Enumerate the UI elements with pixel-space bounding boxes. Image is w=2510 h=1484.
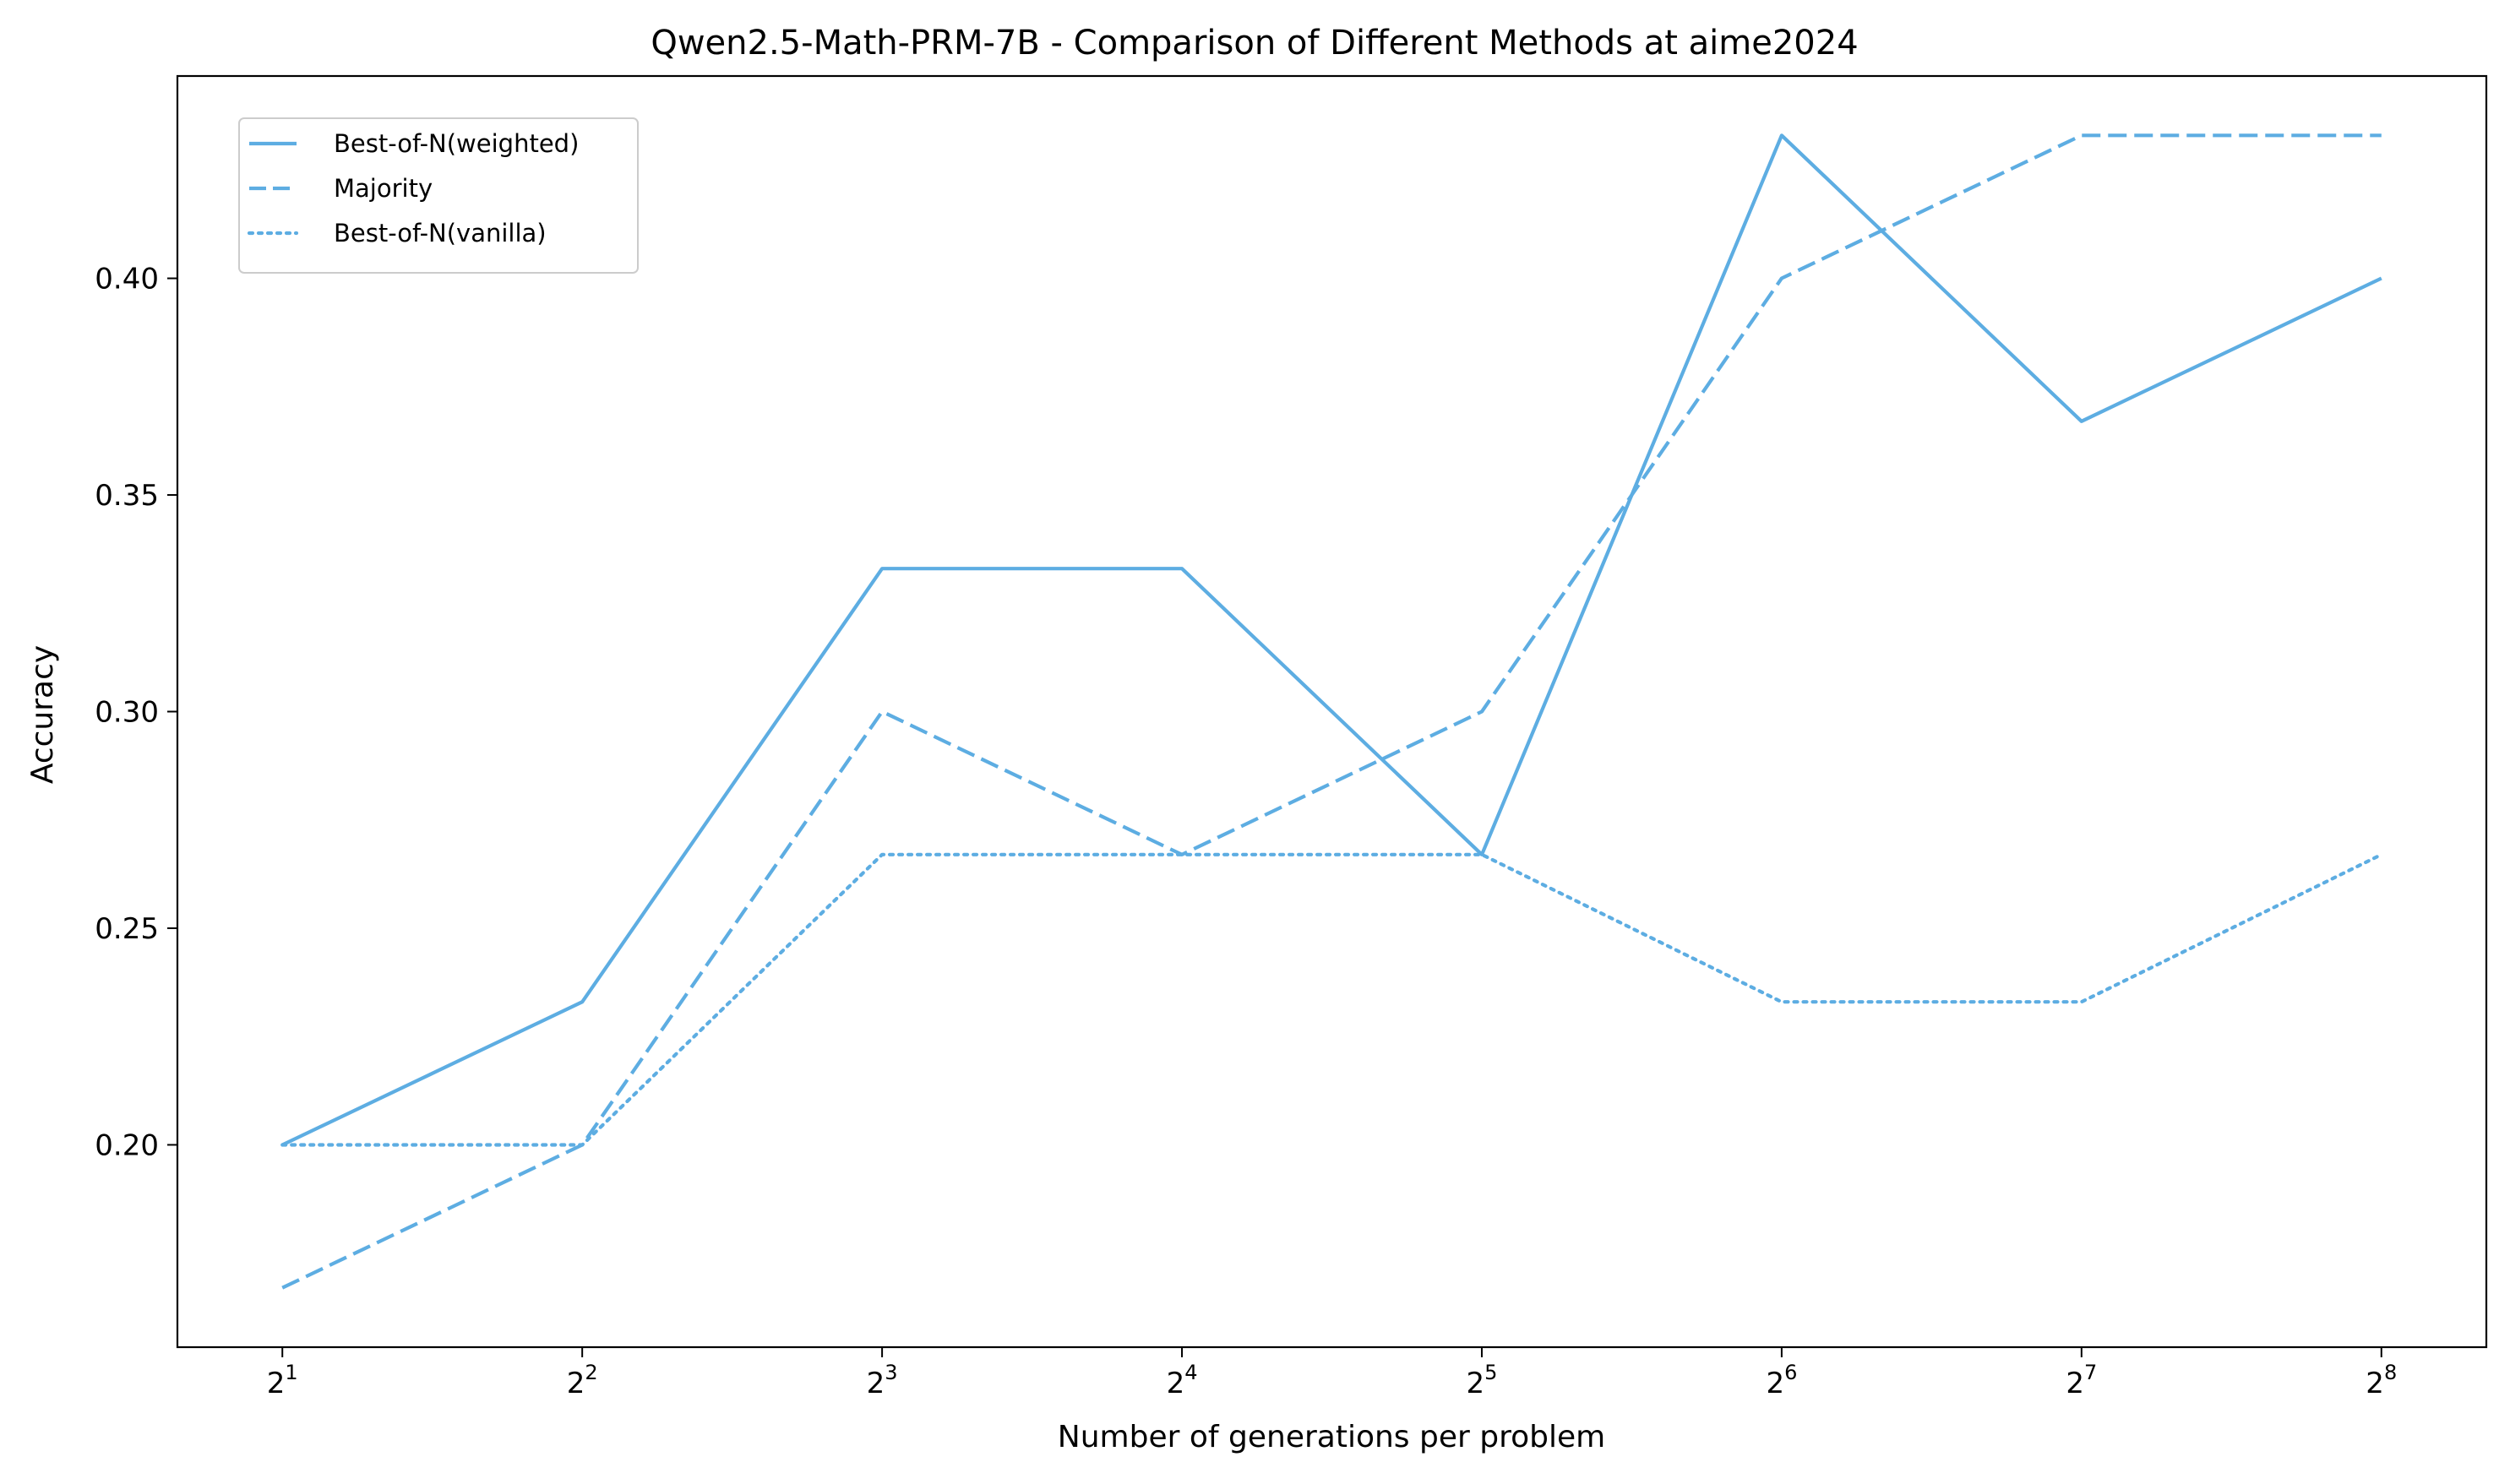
y-tick-label: 0.35 <box>95 479 159 513</box>
y-axis-label: Accuracy <box>25 645 60 784</box>
x-tick-label: 28 <box>2366 1361 2397 1400</box>
plot-area: 21 22 23 24 25 26 27 28 0.20 0.25 0.30 0.35 0.40 Best… <box>95 74 2488 1400</box>
x-tick-label: 21 <box>267 1361 298 1400</box>
x-tick-label: 25 <box>1467 1361 1498 1400</box>
x-tick-label: 27 <box>2066 1361 2097 1400</box>
series-line-1 <box>281 133 2382 1147</box>
y-tick-label: 0.20 <box>95 1128 159 1162</box>
legend-label-3: Best-of-N(vanilla) <box>334 219 547 247</box>
x-tick-label: 22 <box>567 1361 598 1400</box>
chart-title: Qwen2.5-Math-PRM-7B - Comparison of Diff… <box>651 24 1858 63</box>
x-tick-label: 23 <box>867 1361 898 1400</box>
y-tick-label: 0.25 <box>95 912 159 946</box>
series-line-2 <box>281 133 2382 1290</box>
y-tick-label: 0.40 <box>95 263 159 296</box>
x-tick-label: 26 <box>1766 1361 1797 1400</box>
legend-label-2: Majority <box>334 174 433 203</box>
x-tick-label: 24 <box>1167 1361 1198 1400</box>
legend-label-1: Best-of-N(weighted) <box>334 129 579 158</box>
y-tick-label: 0.30 <box>95 696 159 730</box>
series-line-3 <box>280 852 2383 1147</box>
x-axis-label: Number of generations per problem <box>1058 1420 1605 1454</box>
legend-box <box>238 117 639 274</box>
